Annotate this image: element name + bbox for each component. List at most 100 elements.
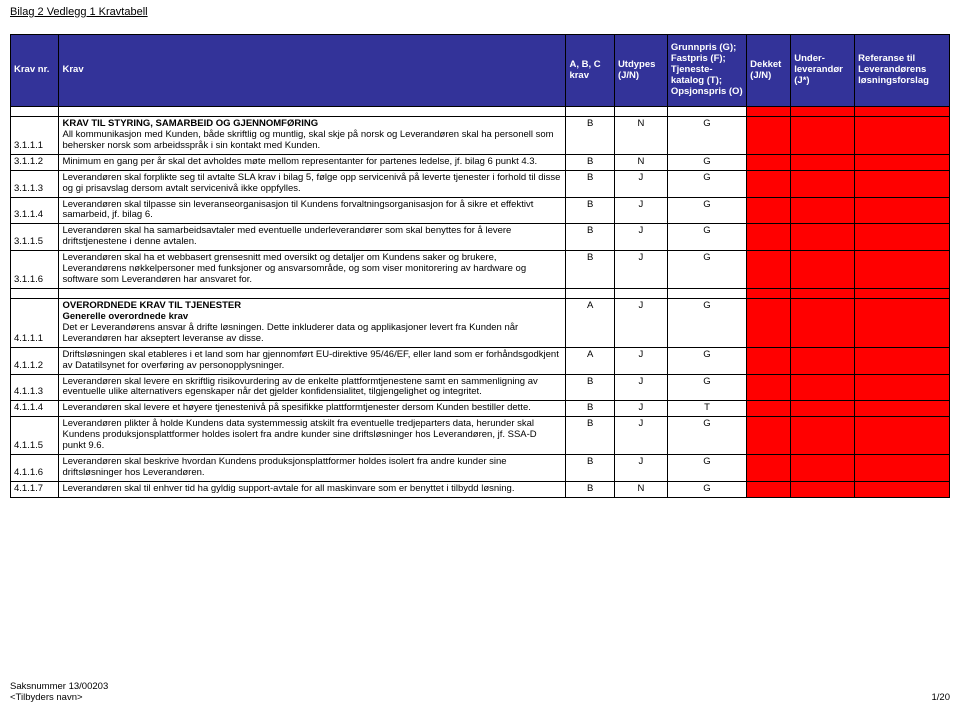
col-referanse: Referanse til Leverandørens løsningsfors… <box>855 35 950 107</box>
cell-gfto: G <box>667 298 746 347</box>
table-header-row: Krav nr. Krav A, B, C krav Utdypes (J/N)… <box>11 35 950 107</box>
krav-text: Minimum en gang per år skal det avholdes… <box>62 157 562 168</box>
footer-page-number: 1/20 <box>932 692 951 703</box>
cell-utdypes: J <box>614 224 667 251</box>
table-row: 3.1.1.2Minimum en gang per år skal det a… <box>11 154 950 170</box>
cell-underlev <box>791 481 855 497</box>
cell-referanse <box>855 417 950 455</box>
cell-utdypes: J <box>614 401 667 417</box>
cell-dekket <box>747 455 791 482</box>
cell-dekket <box>747 170 791 197</box>
cell-underlev <box>791 107 855 117</box>
cell-gfto: G <box>667 224 746 251</box>
cell-underlev <box>791 417 855 455</box>
cell-kravnr: 4.1.1.6 <box>11 455 59 482</box>
cell-abc: A <box>566 347 614 374</box>
cell-abc: B <box>566 170 614 197</box>
table-row: 4.1.1.1OVERORDNEDE KRAV TIL TJENESTERGen… <box>11 298 950 347</box>
krav-text: Det er Leverandørens ansvar å drifte løs… <box>62 323 562 345</box>
cell-abc: B <box>566 401 614 417</box>
cell-krav: Leverandøren skal til enhver tid ha gyld… <box>59 481 566 497</box>
col-dekket: Dekket (J/N) <box>747 35 791 107</box>
cell-dekket <box>747 401 791 417</box>
cell-underlev <box>791 197 855 224</box>
table-row: 3.1.1.6Leverandøren skal ha et webbasert… <box>11 251 950 289</box>
cell-kravnr: 3.1.1.3 <box>11 170 59 197</box>
cell-gfto: G <box>667 197 746 224</box>
cell-abc: A <box>566 298 614 347</box>
cell-referanse <box>855 298 950 347</box>
cell-abc: B <box>566 481 614 497</box>
cell-referanse <box>855 170 950 197</box>
cell-abc: B <box>566 417 614 455</box>
cell-underlev <box>791 224 855 251</box>
cell-krav: Minimum en gang per år skal det avholdes… <box>59 154 566 170</box>
cell-krav: Leverandøren plikter å holde Kundens dat… <box>59 417 566 455</box>
cell-referanse <box>855 288 950 298</box>
cell-abc: B <box>566 197 614 224</box>
cell-gfto: G <box>667 347 746 374</box>
footer-saksnummer: Saksnummer 13/00203 <box>10 681 108 692</box>
table-row: 3.1.1.5Leverandøren skal ha samarbeidsav… <box>11 224 950 251</box>
cell-kravnr: 4.1.1.1 <box>11 298 59 347</box>
cell-dekket <box>747 481 791 497</box>
cell-utdypes: J <box>614 197 667 224</box>
cell-underlev <box>791 455 855 482</box>
cell-dekket <box>747 298 791 347</box>
cell-referanse <box>855 251 950 289</box>
cell-abc: B <box>566 455 614 482</box>
krav-text: Leverandøren skal ha samarbeidsavtaler m… <box>62 226 562 248</box>
footer-tilbyder: <Tilbyders navn> <box>10 692 108 703</box>
cell-utdypes: J <box>614 374 667 401</box>
cell-krav: OVERORDNEDE KRAV TIL TJENESTERGenerelle … <box>59 298 566 347</box>
cell-referanse <box>855 374 950 401</box>
col-kravnr: Krav nr. <box>11 35 59 107</box>
cell-gfto: G <box>667 455 746 482</box>
cell-kravnr: 4.1.1.5 <box>11 417 59 455</box>
table-row: 4.1.1.7Leverandøren skal til enhver tid … <box>11 481 950 497</box>
cell-referanse <box>855 107 950 117</box>
page-footer: Saksnummer 13/00203 <Tilbyders navn> 1/2… <box>10 681 950 703</box>
cell-gfto: G <box>667 251 746 289</box>
cell-underlev <box>791 374 855 401</box>
cell-utdypes: N <box>614 117 667 155</box>
cell-referanse <box>855 197 950 224</box>
cell-dekket <box>747 154 791 170</box>
cell-referanse <box>855 117 950 155</box>
cell-underlev <box>791 347 855 374</box>
cell-kravnr: 4.1.1.2 <box>11 347 59 374</box>
table-row: 4.1.1.3Leverandøren skal levere en skrif… <box>11 374 950 401</box>
cell-gfto: G <box>667 374 746 401</box>
cell-referanse <box>855 224 950 251</box>
requirements-table: Krav nr. Krav A, B, C krav Utdypes (J/N)… <box>10 34 950 498</box>
cell-gfto: G <box>667 170 746 197</box>
cell-underlev <box>791 117 855 155</box>
cell-abc: B <box>566 117 614 155</box>
cell-krav: Leverandøren skal beskrive hvordan Kunde… <box>59 455 566 482</box>
cell-abc: B <box>566 224 614 251</box>
cell-kravnr: 4.1.1.3 <box>11 374 59 401</box>
cell-dekket <box>747 347 791 374</box>
cell-underlev <box>791 154 855 170</box>
table-row: 4.1.1.4Leverandøren skal levere et høyer… <box>11 401 950 417</box>
cell-utdypes: J <box>614 417 667 455</box>
krav-text: Leverandøren skal tilpasse sin leveranse… <box>62 200 562 222</box>
cell-referanse <box>855 481 950 497</box>
cell-krav: Leverandøren skal levere en skriftlig ri… <box>59 374 566 401</box>
cell-kravnr: 4.1.1.4 <box>11 401 59 417</box>
col-krav: Krav <box>59 35 566 107</box>
cell-abc: B <box>566 374 614 401</box>
cell-gfto: T <box>667 401 746 417</box>
cell-referanse <box>855 154 950 170</box>
cell-gfto: G <box>667 481 746 497</box>
krav-text: Leverandøren plikter å holde Kundens dat… <box>62 419 562 452</box>
cell-gfto: G <box>667 117 746 155</box>
cell-krav: Leverandøren skal levere et høyere tjene… <box>59 401 566 417</box>
cell-krav: Leverandøren skal forplikte seg til avta… <box>59 170 566 197</box>
cell-gfto: G <box>667 154 746 170</box>
cell-dekket <box>747 417 791 455</box>
cell-krav: KRAV TIL STYRING, SAMARBEID OG GJENNOMFØ… <box>59 117 566 155</box>
krav-text: Leverandøren skal forplikte seg til avta… <box>62 173 562 195</box>
cell-kravnr: 3.1.1.4 <box>11 197 59 224</box>
cell-abc: B <box>566 154 614 170</box>
